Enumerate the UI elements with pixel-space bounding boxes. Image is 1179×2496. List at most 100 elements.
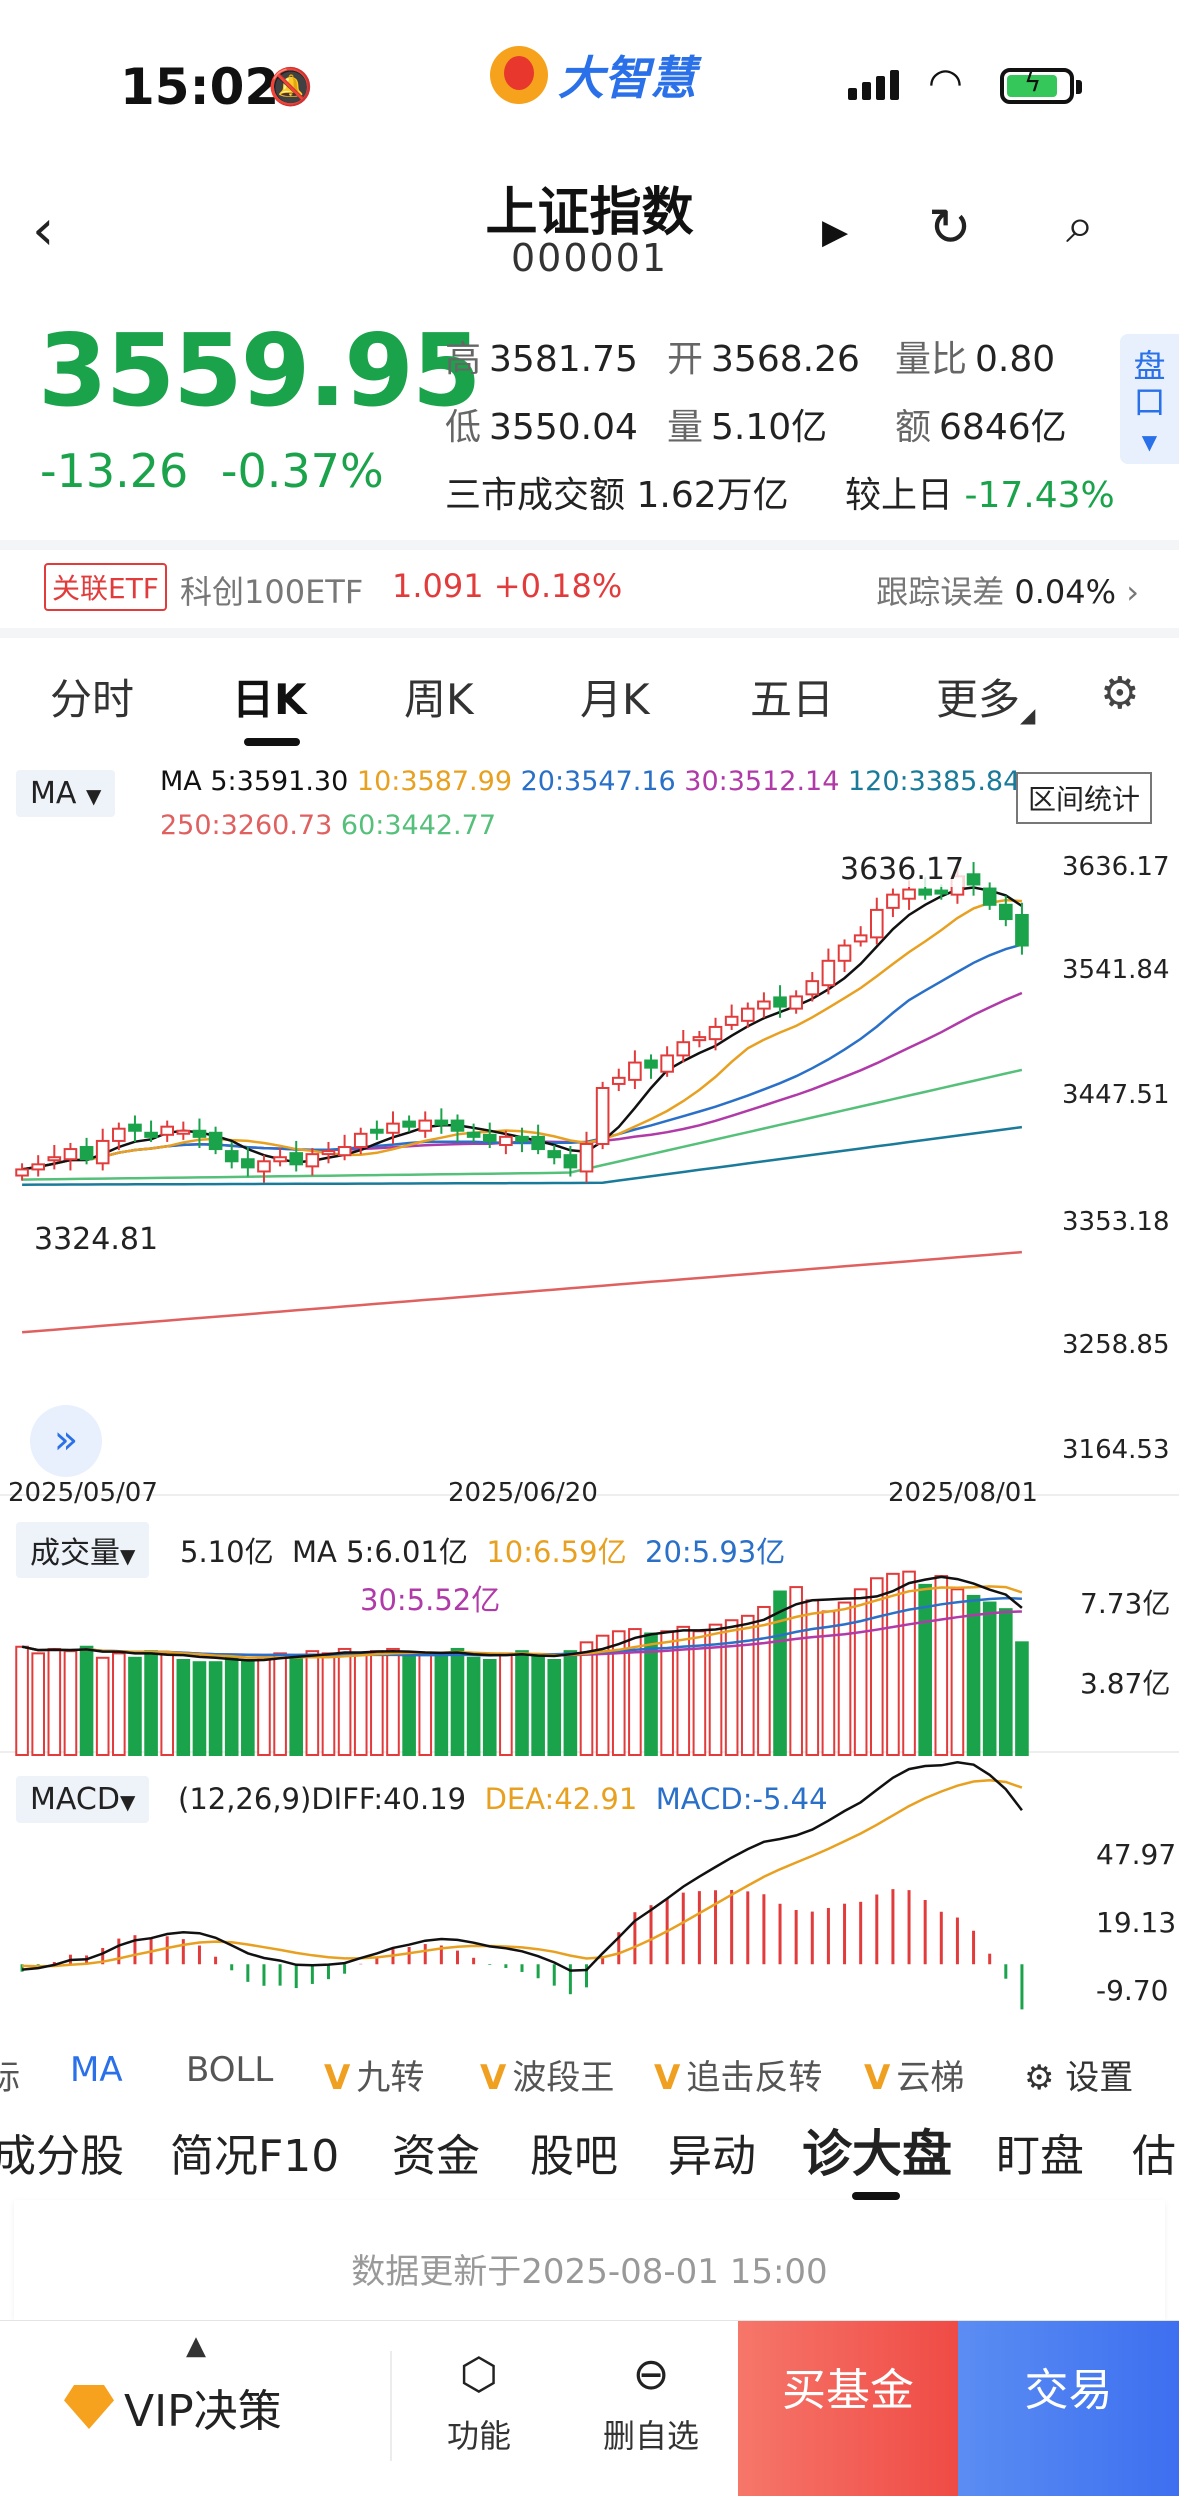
volume-bar — [918, 1583, 932, 1756]
candle-body — [208, 1131, 223, 1151]
macd-y-tick: -9.70 — [1096, 1974, 1169, 2007]
subtab-funds[interactable]: 资金 — [392, 2131, 480, 2182]
buy-fund-button[interactable]: 买基金 — [738, 2321, 958, 2496]
volume-legend: 5.10亿 MA 5:6.01亿 10:6.59亿 20:5.93亿 30:5.… — [180, 1528, 785, 1624]
candle-body — [370, 1128, 384, 1134]
v-icon: V — [864, 2058, 891, 2098]
tool-settings[interactable]: ⚙ 设置 — [1024, 2050, 1133, 2099]
back-arrow-icon[interactable]: ‹ — [32, 198, 55, 263]
candle-body — [547, 1150, 562, 1159]
pankou-tab[interactable]: 盘口 ▼ — [1120, 334, 1179, 464]
macd-y-tick: 19.13 — [1096, 1906, 1177, 1939]
tool-boll[interactable]: BOLL — [186, 2050, 274, 2090]
expand-chevrons-icon[interactable]: » — [30, 1405, 102, 1477]
candle-body — [837, 944, 852, 962]
search-icon[interactable]: ⌕ — [1066, 196, 1094, 254]
volume-bar — [224, 1656, 239, 1757]
subtab-watch[interactable]: 盯盘 — [996, 2131, 1084, 2182]
tool-boduanwang[interactable]: V 波段王 — [480, 2050, 614, 2099]
divider — [0, 628, 1179, 638]
volume-bar — [499, 1652, 513, 1756]
active-subtab-indicator — [852, 2192, 900, 2200]
candle-body — [47, 1156, 62, 1162]
ma-selector[interactable]: MA ▼ — [16, 770, 116, 817]
subtab-constituents[interactable]: 成分股 — [0, 2131, 124, 2182]
macd-dea-line — [22, 1778, 1023, 1968]
volume-bar — [386, 1647, 400, 1756]
gear-icon[interactable]: ⚙ — [1100, 668, 1140, 719]
turnover-value: 1.62万亿 — [636, 475, 789, 516]
volume-selector[interactable]: 成交量▼ — [16, 1522, 150, 1578]
volume-bar — [676, 1625, 691, 1757]
candle-body — [740, 1007, 755, 1022]
tool-partial[interactable]: 标 — [0, 2058, 20, 2098]
tool-ma[interactable]: MA — [70, 2050, 123, 2090]
divider — [0, 540, 1179, 550]
ma250-line — [21, 1250, 1023, 1334]
related-etf-row[interactable]: 关联ETF 科创100ETF 1.091 +0.18% 跟踪误差 0.04% › — [0, 555, 1179, 620]
caret-up-icon[interactable]: ▲ — [186, 2331, 206, 2361]
candle-body — [63, 1148, 78, 1161]
kline-chart[interactable] — [0, 755, 1179, 2035]
macd-dea: DEA:42.91 — [484, 1782, 638, 1816]
tool-yunti[interactable]: V 云梯 — [864, 2050, 982, 2099]
volume-bar — [160, 1652, 175, 1756]
tab-five-day[interactable]: 五日 — [750, 675, 835, 724]
candle-body — [353, 1132, 368, 1149]
volume-bar — [740, 1614, 755, 1757]
remove-watchlist-button[interactable]: ⊖ 删自选 — [596, 2349, 706, 2457]
volume-bar — [611, 1630, 626, 1756]
function-button[interactable]: ⬡ 功能 — [424, 2349, 534, 2457]
volume-bar — [47, 1647, 62, 1756]
brand-name: 大智慧 — [558, 51, 696, 105]
vol-ratio-label: 量比 — [895, 339, 968, 380]
subtab-forum[interactable]: 股吧 — [530, 2131, 618, 2182]
vol-ma10: 10:6.59亿 — [486, 1535, 627, 1569]
vip-decision-button[interactable]: VIP决策 — [64, 2375, 282, 2439]
subtab-diagnosis[interactable]: 诊大盘 — [802, 2125, 952, 2183]
mute-bell-icon: 🔕 — [268, 67, 313, 108]
candle-body — [805, 980, 820, 996]
range-stats-button[interactable]: 区间统计 — [1016, 772, 1153, 824]
tab-weekly[interactable]: 周K — [404, 675, 474, 724]
tab-intraday[interactable]: 分时 — [50, 675, 135, 724]
candle-body — [466, 1131, 481, 1138]
volume-bar — [112, 1652, 126, 1756]
brand-logo-icon — [490, 46, 548, 104]
candle-body — [95, 1139, 110, 1165]
trade-button[interactable]: 交易 — [958, 2321, 1179, 2496]
volume-bar — [531, 1654, 545, 1757]
subtab-movement[interactable]: 异动 — [668, 2131, 756, 2182]
volume-bar — [869, 1577, 884, 1756]
candle-body — [192, 1129, 207, 1138]
brand-logo: 大智慧 — [490, 40, 696, 110]
volume-bar — [966, 1594, 981, 1756]
candle-body — [902, 888, 916, 900]
candle-body — [853, 934, 868, 943]
volume-bar — [79, 1645, 94, 1757]
volume-bar — [563, 1650, 578, 1756]
macd-y-tick: 47.97 — [1096, 1838, 1177, 1871]
candle-body — [15, 1168, 29, 1177]
candle-body — [31, 1163, 45, 1171]
tool-jiuzhuan[interactable]: V 九转 — [324, 2050, 424, 2099]
tab-monthly[interactable]: 月K — [580, 675, 650, 724]
macd-value: MACD:-5.44 — [655, 1782, 828, 1816]
refresh-icon[interactable]: ↻ — [928, 198, 972, 258]
tab-daily[interactable]: 日K — [232, 675, 307, 724]
macd-selector[interactable]: MACD▼ — [16, 1776, 150, 1823]
ma20-value: 20:3547.16 — [520, 766, 676, 797]
tool-zhuiji[interactable]: V 追击反转 — [654, 2050, 822, 2099]
tab-more[interactable]: 更多◢ — [936, 666, 1035, 727]
vol-ma20: 20:5.93亿 — [645, 1535, 786, 1569]
subtab-f10[interactable]: 简况F10 — [170, 2131, 340, 2182]
tool-settings-label: 设置 — [1065, 2058, 1134, 2098]
volume-bar — [1015, 1641, 1029, 1756]
volume-bar — [95, 1656, 110, 1757]
etf-tracking-error[interactable]: 跟踪误差 0.04% › — [876, 567, 1139, 613]
subtab-valuation[interactable]: 估 — [1132, 2131, 1176, 2182]
volume-bar — [370, 1650, 384, 1756]
next-stock-icon[interactable]: ▶ — [822, 212, 849, 252]
ma5-value: 5:3591.30 — [210, 766, 349, 797]
volume-bar — [982, 1601, 997, 1757]
